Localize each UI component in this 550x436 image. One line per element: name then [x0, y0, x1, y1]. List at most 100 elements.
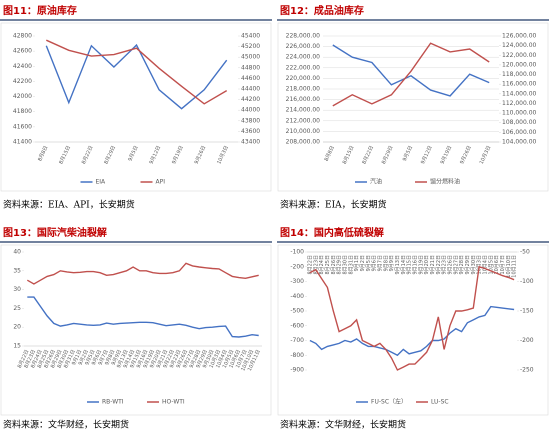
x-tick-label: 8月24日: [319, 255, 325, 275]
y2-tick-label: 104,000.00: [502, 139, 537, 146]
y-tick-label: 212,000.00: [286, 117, 321, 124]
x-tick-label: 9月6日: [372, 255, 378, 271]
chart-frame: [277, 244, 549, 416]
x-tick-label: 9月30日: [471, 255, 477, 275]
y-tick-label: 226,000.00: [286, 43, 321, 50]
y-tick-label: 210,000.00: [286, 128, 321, 135]
y2-tick-label: 110,000.00: [502, 110, 537, 117]
x-tick-label: 9月2日: [360, 255, 366, 271]
x-tick-label: 8月31日: [348, 255, 354, 275]
y-tick-label: 15: [13, 343, 21, 350]
x-tick-label: 10月11日: [512, 255, 518, 278]
series-line: [26, 262, 259, 285]
y2-tick-label: 44400: [241, 86, 260, 93]
y2-tick-label: 44000: [241, 107, 260, 114]
y-tick-label: 208,000.00: [286, 139, 321, 146]
y-tick-label: 220,000.00: [286, 75, 321, 82]
legend-label: 馏分燃料油: [430, 178, 460, 186]
x-tick-label: 9月16日: [412, 255, 418, 275]
y-tick-label: -100: [290, 249, 304, 256]
y2-tick-label: 116,000.00: [502, 81, 537, 88]
legend-label: RB-WTI: [102, 399, 124, 406]
y2-tick-label: 124,000.00: [502, 42, 537, 49]
x-tick-label: 9月28日: [459, 255, 465, 275]
y2-tick-label: -200: [520, 337, 534, 344]
panel-title: 图11：原油库存: [3, 4, 77, 17]
y2-tick-label: 45000: [241, 54, 260, 61]
x-tick-label: 8月29日: [337, 255, 343, 275]
x-tick-label: 8月22日: [307, 255, 313, 275]
legend-label: HO-WTI: [162, 399, 185, 406]
y-tick-label: 35: [13, 267, 21, 274]
series-line: [309, 265, 515, 371]
legend-label: EIA: [96, 179, 107, 186]
y-tick-label: 224,000.00: [286, 54, 321, 61]
y2-tick-label: 43400: [241, 139, 260, 146]
y-tick-label: 228,000.00: [286, 33, 321, 40]
y-tick-label: 41400: [13, 139, 32, 146]
chart-frame: [277, 22, 549, 192]
y2-tick-label: 43800: [241, 117, 260, 124]
y2-tick-label: 44800: [241, 64, 260, 71]
y-tick-label: -700: [290, 337, 304, 344]
legend-label: FU-SC（左）: [371, 398, 407, 406]
y2-tick-label: 106,000.00: [502, 129, 537, 136]
x-tick-label: 9月9日: [389, 255, 395, 271]
source-note: 资料来源：EIA，长安期货: [280, 199, 387, 211]
series-line: [332, 42, 490, 107]
y2-tick-label: 45400: [241, 33, 260, 40]
y-tick-label: -500: [290, 308, 304, 315]
y2-tick-label: -150: [520, 308, 534, 315]
x-tick-label: 10月3日: [477, 255, 483, 275]
y-tick-label: 42200: [13, 78, 32, 85]
y2-tick-label: 45200: [241, 43, 260, 50]
x-tick-label: 8月23日: [313, 255, 319, 275]
x-tick-label: 10月7日: [500, 255, 506, 275]
y-tick-label: 20: [13, 324, 21, 331]
x-tick-label: 9月29日: [465, 255, 471, 275]
chart-frame: [0, 244, 272, 416]
y2-tick-label: -50: [520, 249, 530, 256]
y-tick-label: 42600: [13, 48, 32, 55]
x-tick-label: 9月7日: [377, 255, 383, 271]
x-tick-label: 9月15日: [407, 255, 413, 275]
source-note: 资料来源：文华财经，长安期货: [280, 419, 406, 431]
y2-tick-label: -100: [520, 278, 534, 285]
series-line: [27, 296, 259, 338]
x-tick-label: 9月27日: [453, 255, 459, 275]
legend-label: API: [156, 179, 166, 186]
x-tick-label: 10月5日: [488, 255, 494, 275]
y-tick-label: 218,000.00: [286, 86, 321, 93]
x-tick-label: 9月19日: [418, 255, 424, 275]
y-tick-label: 42000: [13, 93, 32, 100]
y2-tick-label: 43600: [241, 128, 260, 135]
y2-tick-label: 118,000.00: [502, 71, 537, 78]
series-line: [309, 305, 515, 357]
x-tick-label: 10月10日: [506, 255, 512, 278]
x-tick-label: 8月30日: [342, 255, 348, 275]
x-tick-label: 9月20日: [424, 255, 430, 275]
y2-tick-label: 122,000.00: [502, 52, 537, 59]
y2-tick-label: 126,000.00: [502, 33, 537, 40]
panel-title: 图12：成品油库存: [280, 4, 364, 17]
y-tick-label: -600: [290, 322, 304, 329]
y-tick-label: 25: [13, 305, 21, 312]
x-tick-label: 9月22日: [436, 255, 442, 275]
x-tick-label: 9月21日: [430, 255, 436, 275]
x-tick-label: 8月25日: [325, 255, 331, 275]
legend-label: 汽油: [370, 178, 382, 186]
source-note: 资料来源：EIA、API，长安期货: [3, 199, 135, 211]
source-note: 资料来源：文华财经，长安期货: [3, 419, 129, 431]
x-tick-label: 9月8日: [383, 255, 389, 271]
panel-title: 图14：国内高低硫裂解: [280, 226, 384, 239]
y2-tick-label: 120,000.00: [502, 61, 537, 68]
y-tick-label: 30: [13, 286, 21, 293]
panel-title: 图13：国际汽柴油裂解: [3, 226, 107, 239]
y2-tick-label: -250: [520, 367, 534, 374]
legend-label: LU-SC: [431, 399, 449, 406]
y2-tick-label: 112,000.00: [502, 100, 537, 107]
series-line: [46, 39, 228, 105]
series-line: [45, 43, 228, 110]
x-tick-label: 9月23日: [442, 255, 448, 275]
